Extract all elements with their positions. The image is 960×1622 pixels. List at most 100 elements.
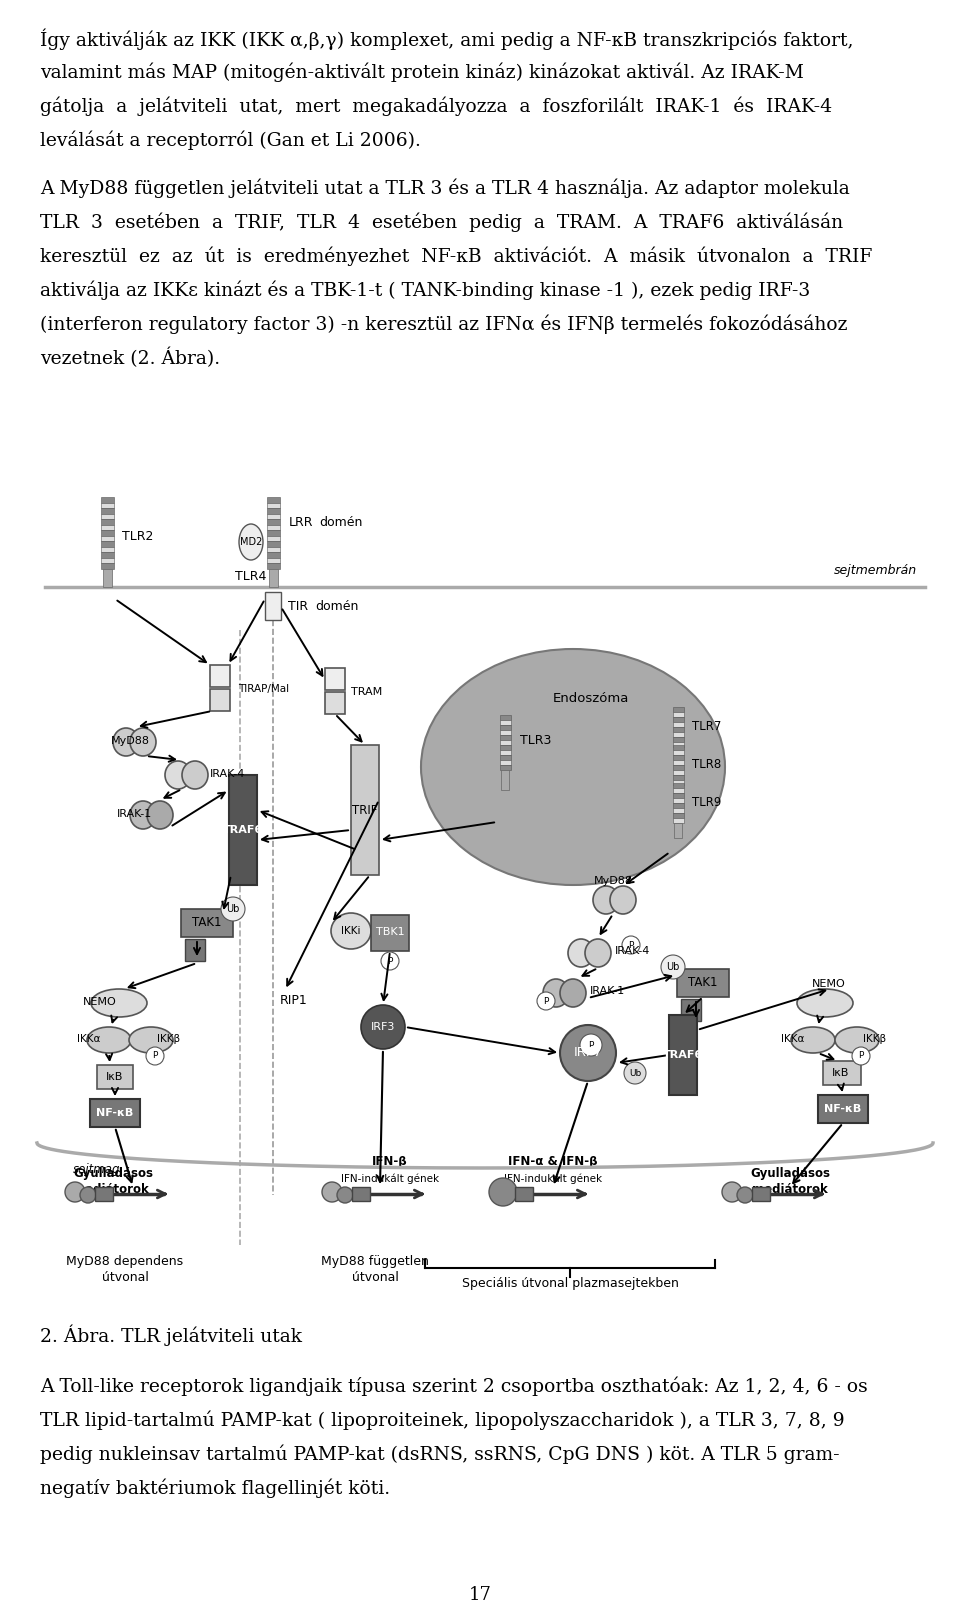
Bar [673, 788, 684, 793]
Text: Gyulladásos: Gyulladásos [750, 1166, 830, 1179]
Text: IKKβ: IKKβ [863, 1033, 887, 1045]
Text: IKKi: IKKi [341, 926, 361, 936]
Bar [269, 568, 277, 587]
Text: keresztül  ez  az  út  is  eredményezhet  NF-κB  aktivációt.  A  másik  útvonalo: keresztül ez az út is eredményezhet NF-κ… [40, 247, 873, 266]
Text: NF-κB: NF-κB [96, 1108, 133, 1118]
Bar [752, 1187, 770, 1200]
Bar [210, 689, 230, 710]
Text: gátolja  a  jelátviteli  utat,  mert  megakadályozza  a  foszforilált  IRAK-1  é: gátolja a jelátviteli utat, mert megakad… [40, 96, 832, 115]
Bar [267, 547, 279, 551]
Bar [818, 1095, 868, 1122]
Bar [267, 519, 279, 524]
Text: IRF7: IRF7 [573, 1046, 603, 1059]
Bar [101, 514, 113, 519]
Text: mediátorok: mediátorok [752, 1182, 828, 1195]
Bar [185, 939, 205, 960]
Circle shape [381, 952, 399, 970]
Bar [681, 999, 701, 1020]
Bar [673, 717, 684, 722]
Text: RIP1: RIP1 [280, 994, 308, 1007]
Text: TBK1: TBK1 [375, 928, 404, 938]
Circle shape [661, 955, 685, 980]
Circle shape [65, 1182, 85, 1202]
Text: TLR lipid-tartalmú PAMP-kat ( lipoproiteinek, lipopolyszaccharidok ), a TLR 3, 7: TLR lipid-tartalmú PAMP-kat ( lipoproite… [40, 1411, 845, 1431]
Bar [210, 665, 230, 688]
Text: domén: domén [319, 516, 362, 529]
Text: sejtmag: sejtmag [73, 1163, 121, 1176]
Bar [265, 592, 281, 620]
Circle shape [322, 1182, 342, 1202]
Bar [673, 727, 684, 732]
Text: P: P [628, 941, 634, 949]
Text: TAK1: TAK1 [192, 916, 222, 929]
Text: MyD88: MyD88 [593, 876, 633, 886]
Text: MyD88 független: MyD88 független [321, 1255, 429, 1268]
Text: Ub: Ub [629, 1069, 641, 1077]
Text: vezetnek (2. Ábra).: vezetnek (2. Ábra). [40, 349, 220, 368]
Bar [673, 808, 684, 813]
Ellipse shape [421, 649, 725, 886]
Ellipse shape [568, 939, 594, 967]
Circle shape [489, 1178, 517, 1207]
Circle shape [722, 1182, 742, 1202]
Bar [673, 754, 684, 761]
Bar [673, 813, 684, 817]
Text: P: P [153, 1051, 157, 1061]
Bar [673, 783, 684, 788]
Ellipse shape [797, 989, 853, 1017]
Text: P: P [387, 957, 393, 965]
Bar [673, 793, 684, 798]
Bar [499, 740, 511, 744]
Text: P: P [543, 996, 549, 1006]
Circle shape [146, 1046, 164, 1066]
Circle shape [580, 1033, 602, 1056]
Ellipse shape [182, 761, 208, 788]
Bar [673, 780, 684, 785]
Bar [673, 732, 684, 736]
Bar [515, 1187, 533, 1200]
Ellipse shape [91, 989, 147, 1017]
Bar [267, 508, 279, 514]
Ellipse shape [147, 801, 173, 829]
Bar [499, 730, 511, 735]
Bar [673, 741, 684, 748]
Text: útvonal: útvonal [102, 1272, 149, 1285]
Bar [90, 1100, 140, 1127]
Bar [267, 496, 279, 503]
Bar [673, 761, 684, 766]
Text: P: P [858, 1051, 864, 1061]
Ellipse shape [130, 801, 156, 829]
Ellipse shape [239, 524, 263, 560]
Text: TRIF: TRIF [352, 803, 377, 816]
Bar [352, 1187, 370, 1200]
Text: aktiválja az IKKε kinázt és a TBK-1-t ( TANK-binding kinase -1 ), ezek pedig IRF: aktiválja az IKKε kinázt és a TBK-1-t ( … [40, 281, 810, 300]
Text: IRAK-1: IRAK-1 [590, 986, 625, 996]
Text: IκB: IκB [832, 1067, 850, 1079]
Text: Ub: Ub [227, 903, 240, 915]
Ellipse shape [791, 1027, 835, 1053]
Text: IKKα: IKKα [78, 1033, 101, 1045]
Text: TAK1: TAK1 [688, 976, 718, 989]
Ellipse shape [593, 886, 619, 915]
Text: pedig nukleinsav tartalmú PAMP-kat (dsRNS, ssRNS, CpG DNS ) köt. A TLR 5 gram-: pedig nukleinsav tartalmú PAMP-kat (dsRN… [40, 1445, 840, 1465]
Bar [101, 496, 113, 503]
Text: Endoszóma: Endoszóma [553, 693, 629, 706]
Text: Így aktiválják az IKK (IKK α,β,γ) komplexet, ami pedig a NF-κB transzkripciós fa: Így aktiválják az IKK (IKK α,β,γ) komple… [40, 28, 853, 50]
Bar [95, 1187, 113, 1200]
Bar [674, 748, 682, 762]
Text: TRAF6: TRAF6 [223, 826, 263, 835]
Bar [499, 744, 511, 749]
Bar [267, 514, 279, 519]
Ellipse shape [543, 980, 569, 1007]
Bar [499, 766, 511, 770]
Text: TLR3: TLR3 [520, 733, 551, 746]
Text: TRAM: TRAM [351, 688, 382, 697]
Circle shape [622, 936, 640, 954]
Bar [267, 535, 279, 542]
Bar [673, 749, 684, 754]
Bar [823, 1061, 861, 1085]
Text: A Toll-like receptorok ligandjaik típusa szerint 2 csoportba oszthatóak: Az 1, 2: A Toll-like receptorok ligandjaik típusa… [40, 1377, 868, 1397]
Bar [267, 542, 279, 547]
Text: IKKα: IKKα [781, 1033, 804, 1045]
Circle shape [737, 1187, 753, 1204]
